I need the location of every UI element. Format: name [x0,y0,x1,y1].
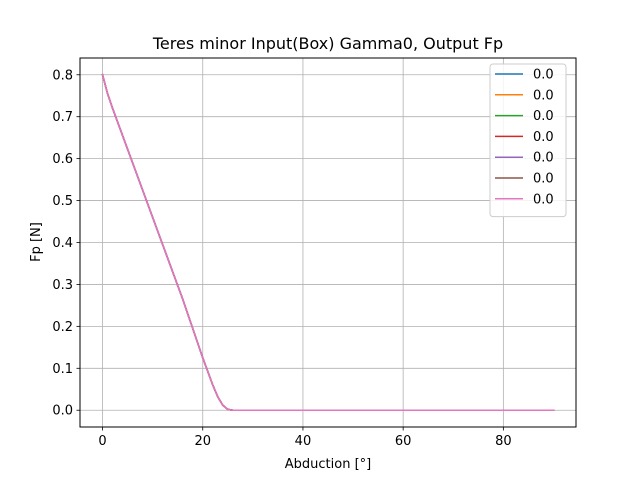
y-tick-label: 0.8 [52,68,73,83]
legend-label: 0.0 [533,192,554,207]
legend-label: 0.0 [533,68,554,83]
x-axis-ticks: 0 20 40 60 80 [98,427,512,449]
legend-label: 0.0 [533,151,554,166]
y-axis-label: Fp [N] [29,222,44,262]
y-tick-label: 0.5 [52,194,73,209]
x-tick-label: 20 [194,434,211,449]
y-tick-label: 0.1 [52,362,73,377]
x-tick-label: 0 [98,434,106,449]
y-axis-ticks: 0.0 0.1 0.2 0.3 0.4 0.5 0.6 0.7 0.8 [52,68,80,419]
x-tick-label: 40 [295,434,312,449]
y-tick-label: 0.2 [52,320,73,335]
x-axis-label: Abduction [°] [285,457,371,472]
legend-label: 0.0 [533,88,554,103]
y-tick-label: 0.7 [52,110,73,125]
legend: 0.0 0.0 0.0 0.0 0.0 0.0 0.0 [489,63,567,218]
legend-label: 0.0 [533,172,554,187]
y-tick-label: 0.6 [52,152,73,167]
series-lines [101,73,555,411]
x-tick-label: 60 [395,434,412,449]
legend-box [489,63,567,218]
legend-label: 0.0 [533,109,554,124]
chart-title: Teres minor Input(Box) Gamma0, Output Fp [152,34,503,53]
y-tick-label: 0.4 [52,236,73,251]
x-tick-label: 80 [495,434,512,449]
y-tick-label: 0.0 [52,404,73,419]
legend-label: 0.0 [533,130,554,145]
y-tick-label: 0.3 [52,278,73,293]
series-line-7 [101,73,555,411]
